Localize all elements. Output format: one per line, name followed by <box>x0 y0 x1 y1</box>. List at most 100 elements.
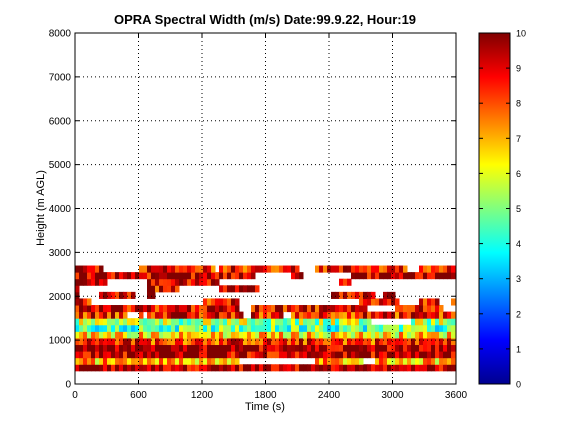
heatmap-cell-0-91 <box>439 364 444 372</box>
heatmap-cell-10-74 <box>371 298 376 306</box>
heatmap-cell-5-21 <box>159 331 164 339</box>
heatmap-cell-4-11 <box>119 337 124 346</box>
heatmap-cell-2-60 <box>315 351 320 359</box>
heatmap-cell-8-8 <box>107 311 112 319</box>
heatmap-cell-4-42 <box>243 337 248 346</box>
heatmap-cell-5-22 <box>163 331 168 339</box>
heatmap-cell-8-86 <box>419 311 424 319</box>
heatmap-cell-9-54 <box>291 305 296 313</box>
heatmap-cell-3-53 <box>287 344 292 352</box>
heatmap-cell-2-24 <box>171 351 176 359</box>
heatmap-cell-9-14 <box>131 305 136 313</box>
heatmap-cell-2-94 <box>451 351 456 359</box>
heatmap-cell-2-19 <box>151 351 156 359</box>
heatmap-cell-4-28 <box>187 337 192 346</box>
heatmap-cell-5-56 <box>299 331 304 339</box>
heatmap-cell-0-46 <box>259 364 264 372</box>
heatmap-cell-1-28 <box>187 357 192 365</box>
colorbar-ticks: 0 1 2 3 4 5 6 7 8 9 10 <box>479 29 526 390</box>
heatmap-cell-7-73 <box>367 318 372 326</box>
heatmap-cell-3-12 <box>123 344 128 352</box>
heatmap-cell-9-70 <box>355 305 360 313</box>
heatmap-cell-1-34 <box>211 357 216 365</box>
heatmap-cell-2-92 <box>443 351 448 359</box>
heatmap-cell-13-3 <box>87 278 92 286</box>
heatmap-cell-14-88 <box>427 272 432 280</box>
heatmap-cell-14-15 <box>135 272 140 280</box>
heatmap-cell-6-12 <box>123 324 128 332</box>
heatmap-cell-6-18 <box>147 324 152 332</box>
heatmap-cell-2-39 <box>231 351 236 359</box>
heatmap-cell-0-24 <box>171 364 176 372</box>
heatmap-cell-11-72 <box>363 291 368 299</box>
heatmap-cell-6-88 <box>427 324 432 332</box>
heatmap-cell-14-0 <box>75 272 80 280</box>
heatmap-cell-5-29 <box>191 331 196 339</box>
heatmap-cell-1-61 <box>319 357 324 365</box>
heatmap-cell-11-13 <box>127 291 132 299</box>
heatmap-cell-7-64 <box>331 318 336 326</box>
heatmap-cell-11-12 <box>123 291 128 299</box>
heatmap-cell-11-68 <box>347 291 352 299</box>
heatmap-cell-13-24 <box>171 278 176 286</box>
heatmap-cell-1-32 <box>203 357 208 365</box>
heatmap-cell-12-39 <box>231 285 236 293</box>
colorbar-tick-label: 6 <box>516 169 521 179</box>
heatmap-cell-2-6 <box>99 351 104 359</box>
heatmap-cell-3-81 <box>399 344 404 352</box>
heatmap-cell-3-77 <box>383 344 388 352</box>
heatmap-cell-9-88 <box>427 305 432 313</box>
heatmap-cell-15-33 <box>207 265 212 273</box>
heatmap-cell-7-35 <box>215 318 220 326</box>
heatmap-cell-3-57 <box>303 344 308 352</box>
heatmap-cell-3-64 <box>331 344 336 352</box>
heatmap-cell-8-41 <box>239 311 244 319</box>
heatmap-cell-0-54 <box>291 364 296 372</box>
heatmap-cell-3-26 <box>179 344 184 352</box>
heatmap-cell-9-49 <box>271 305 276 313</box>
heatmap-cell-9-38 <box>227 305 232 313</box>
heatmap-cell-8-62 <box>323 311 328 319</box>
heatmap-cell-13-34 <box>211 278 216 286</box>
heatmap-cell-13-32 <box>203 278 208 286</box>
heatmap-cell-9-28 <box>187 305 192 313</box>
heatmap-cell-13-25 <box>175 278 180 286</box>
heatmap-cell-10-94 <box>451 298 456 306</box>
heatmap-cell-14-89 <box>431 272 436 280</box>
heatmap-cell-3-34 <box>211 344 216 352</box>
heatmap-cell-6-0 <box>75 324 80 332</box>
heatmap-cell-4-23 <box>167 337 172 346</box>
heatmap-cell-0-12 <box>123 364 128 372</box>
heatmap-cell-4-33 <box>207 337 212 346</box>
heatmap-cell-0-84 <box>411 364 416 372</box>
heatmap-cell-1-76 <box>379 357 384 365</box>
heatmap-cell-7-32 <box>203 318 208 326</box>
x-tick-label: 1800 <box>254 390 277 401</box>
heatmap-cell-5-18 <box>147 331 152 339</box>
heatmap-cell-6-68 <box>347 324 352 332</box>
heatmap-cell-0-7 <box>103 364 108 372</box>
heatmap-cell-8-45 <box>255 311 260 319</box>
heatmap-cell-14-92 <box>443 272 448 280</box>
heatmap-cell-3-24 <box>171 344 176 352</box>
heatmap-cell-6-25 <box>175 324 180 332</box>
heatmap-cell-9-86 <box>419 305 424 313</box>
heatmap-cell-14-54 <box>291 272 296 280</box>
heatmap-cell-14-36 <box>219 272 224 280</box>
heatmap-cell-8-12 <box>123 311 128 319</box>
heatmap-cell-14-11 <box>119 272 124 280</box>
heatmap-cell-14-94 <box>451 272 456 280</box>
heatmap-cell-2-53 <box>287 351 292 359</box>
heatmap-cell-8-21 <box>159 311 164 319</box>
heatmap-cell-8-46 <box>259 311 264 319</box>
heatmap-cell-7-85 <box>415 318 420 326</box>
heatmap-cell-4-61 <box>319 337 324 346</box>
heatmap-cell-1-79 <box>391 357 396 365</box>
heatmap-cell-14-9 <box>111 272 116 280</box>
heatmap-cell-12-0 <box>75 285 80 293</box>
heatmap-cell-7-40 <box>235 318 240 326</box>
heatmap-cell-0-31 <box>199 364 204 372</box>
heatmap-cell-3-5 <box>95 344 100 352</box>
heatmap-cell-4-45 <box>255 337 260 346</box>
heatmap-cell-8-56 <box>299 311 304 319</box>
